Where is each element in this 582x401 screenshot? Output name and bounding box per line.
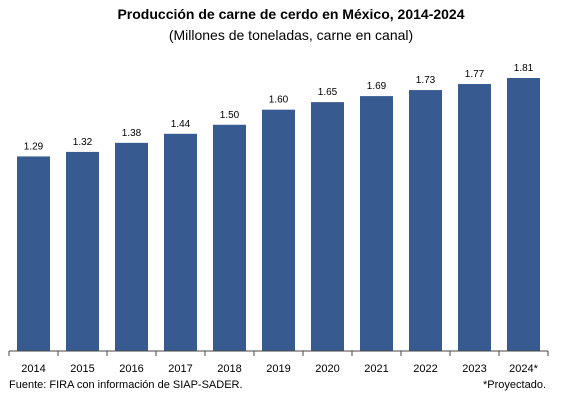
bar-2018 [213,124,246,352]
bar-2015 [66,151,99,351]
x-tick-label: 2015 [70,363,94,375]
value-label: 1.77 [465,69,485,80]
chart-title: Producción de carne de cerdo en México, … [117,6,465,22]
value-label: 1.29 [24,141,44,152]
chart-subtitle: (Millones de toneladas, carne en canal) [168,27,414,43]
x-tick-label: 2020 [315,363,339,375]
bar-2016 [115,142,148,351]
projection-note: *Proyectado. [483,379,546,391]
x-tick-label: 2017 [168,363,192,375]
x-tick-label: 2019 [266,363,290,375]
value-label: 1.38 [122,128,142,139]
source-note: Fuente: FIRA con información de SIAP-SAD… [9,379,243,391]
x-tick-label: 2023 [462,363,486,375]
bar-2022 [409,90,442,352]
bars-group [17,78,540,352]
x-tick-label: 2021 [364,363,388,375]
value-label: 1.65 [318,87,338,98]
x-tick-label: 2016 [119,363,143,375]
bar-2023 [458,84,491,352]
value-label: 1.73 [416,75,436,86]
x-tick-label: 2022 [413,363,437,375]
bar-2019 [262,109,295,351]
x-tick-label: 2024* [509,363,538,375]
x-axis: 2014 2015 2016 2017 2018 2019 2020 2021 2022 2023… [8,350,549,375]
value-label: 1.69 [367,81,387,92]
bar-2014 [17,156,50,351]
value-labels-group: 1.29 1.32 1.38 1.44 1.50 1.60 1.65 1.69 1.73 1.77… [24,63,534,152]
x-tick-label: 2018 [217,363,241,375]
x-tick-label: 2014 [21,363,45,375]
value-label: 1.50 [220,110,240,121]
value-label: 1.32 [73,137,93,148]
bar-2017 [164,133,197,351]
bar-2021 [360,96,393,351]
bar-2020 [311,102,344,351]
value-label: 1.44 [171,119,191,130]
value-label: 1.81 [514,63,534,74]
value-label: 1.60 [269,95,289,106]
bar-2024 [507,78,540,351]
